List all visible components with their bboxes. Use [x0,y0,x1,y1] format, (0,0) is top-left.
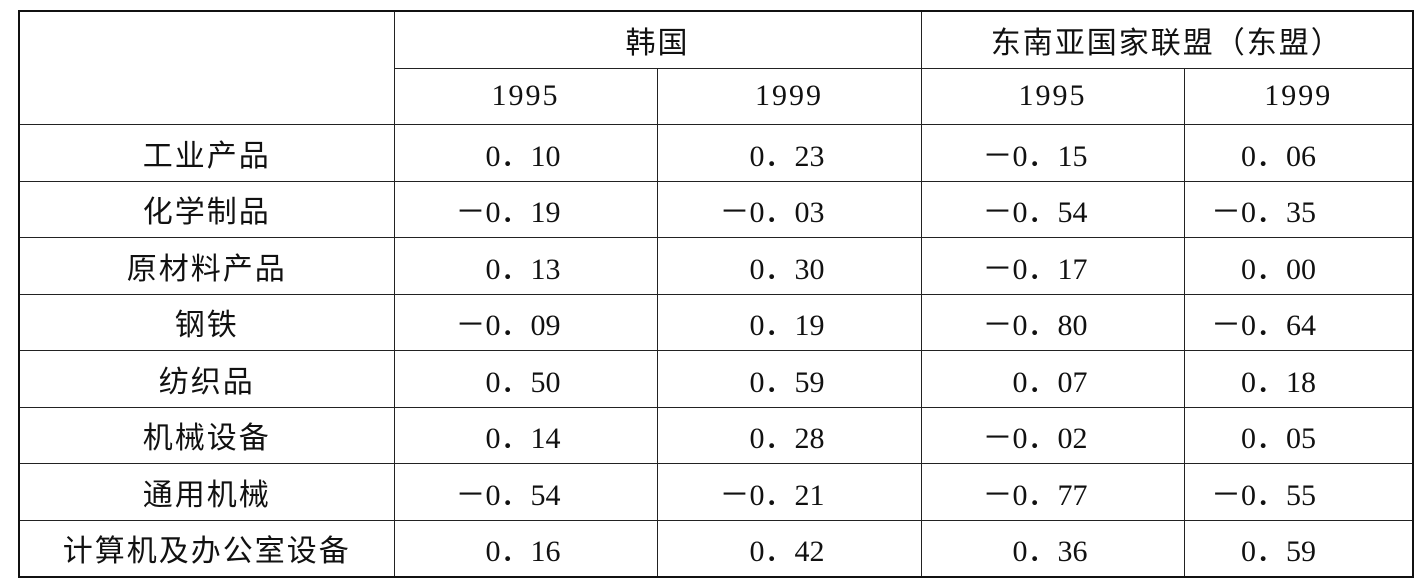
row-label: 化学制品 [18,180,395,238]
value-cell: 0．42 [656,519,922,578]
value-cell: －0．15 [920,124,1185,182]
value-cell: －0．21 [656,463,922,521]
value-cell: －0．80 [920,293,1185,351]
value-cell: 0．50 [393,350,658,408]
value-cell: 0．05 [1183,406,1414,464]
value-cell: 0．36 [920,519,1185,578]
value-cell: －0．02 [920,406,1185,464]
table-body: 韩国 东南亚国家联盟（东盟） 1995 1999 1995 1999 工业产品 0．10 0．2… [18,10,1414,578]
group-header: 韩国 [393,10,922,69]
value-cell: 0．59 [656,350,922,408]
value-cell: －0．17 [920,237,1185,295]
row-label: 钢铁 [18,293,395,351]
header-row: 韩国 东南亚国家联盟（东盟） [18,10,1414,125]
value-cell: －0．35 [1183,180,1414,238]
value-cell: 0．07 [920,350,1185,408]
value-cell: 0．06 [1183,124,1414,182]
year-header: 1995 [920,67,1185,125]
data-row: 通用机械 －0．54 －0．21 －0．77 －0．55 [18,463,1414,521]
value-cell: －0．55 [1183,463,1414,521]
corner-cell [18,10,395,125]
year-header: 1999 [656,67,922,125]
value-cell: 0．00 [1183,237,1414,295]
row-label: 纺织品 [18,350,395,408]
data-row: 纺织品 0．50 0．59 0．07 0．18 [18,350,1414,408]
value-cell: 0．28 [656,406,922,464]
row-label: 机械设备 [18,406,395,464]
value-cell: －0．64 [1183,293,1414,351]
value-cell: 0．19 [656,293,922,351]
data-row: 原材料产品 0．13 0．30 －0．17 0．00 [18,237,1414,295]
data-row: 机械设备 0．14 0．28 －0．02 0．05 [18,406,1414,464]
value-cell: 0．14 [393,406,658,464]
value-cell: 0．18 [1183,350,1414,408]
value-cell: －0．03 [656,180,922,238]
data-row: 计算机及办公室设备 0．16 0．42 0．36 0．59 [18,519,1414,578]
row-label: 原材料产品 [18,237,395,295]
data-table: 韩国 东南亚国家联盟（东盟） 1995 1999 1995 1999 工业产品 0．10 0．2… [18,10,1414,578]
group-header: 东南亚国家联盟（东盟） [920,10,1414,69]
row-label: 通用机械 [18,463,395,521]
value-cell: －0．54 [393,463,658,521]
value-cell: －0．77 [920,463,1185,521]
data-row: 化学制品 －0．19 －0．03 －0．54 －0．35 [18,180,1414,238]
value-cell: 0．23 [656,124,922,182]
data-row: 钢铁 －0．09 0．19 －0．80 －0．64 [18,293,1414,351]
value-cell: 0．10 [393,124,658,182]
value-cell: 0．59 [1183,519,1414,578]
value-cell: 0．16 [393,519,658,578]
value-cell: －0．54 [920,180,1185,238]
row-label: 工业产品 [18,124,395,182]
value-cell: 0．30 [656,237,922,295]
value-cell: －0．09 [393,293,658,351]
row-label: 计算机及办公室设备 [18,519,395,578]
year-header: 1999 [1183,67,1414,125]
year-header: 1995 [393,67,658,125]
value-cell: 0．13 [393,237,658,295]
data-row: 工业产品 0．10 0．23 －0．15 0．06 [18,124,1414,182]
value-cell: －0．19 [393,180,658,238]
